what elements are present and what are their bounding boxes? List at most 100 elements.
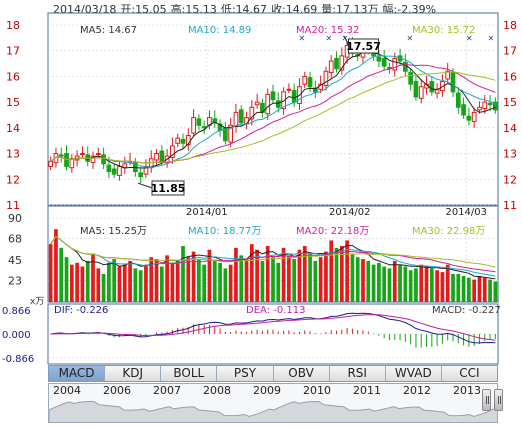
candle-body [286, 88, 292, 91]
tab-rsi[interactable]: RSI [329, 366, 386, 381]
volume-ma-legend: MA20: 22.18万 [296, 226, 369, 237]
candle-body [471, 111, 477, 122]
volume-ma-legend: MA10: 18.77万 [188, 226, 261, 237]
time-tick-label: 2014/03 [445, 207, 487, 218]
macd-tick: 0.000 [2, 330, 31, 341]
candle-body [381, 57, 387, 67]
price-tick-left: 15 [6, 96, 20, 109]
volume-bar [414, 268, 418, 302]
candle-body [323, 70, 329, 86]
candle-body [180, 138, 186, 144]
event-marker: ✕ [342, 34, 349, 43]
overview-year-label: 2011 [353, 384, 381, 397]
volume-bar [64, 257, 69, 302]
volume-unit-label: x万 [30, 297, 44, 307]
volume-bar [175, 260, 180, 302]
tab-boll[interactable]: BOLL [161, 366, 218, 381]
volume-bar [461, 275, 466, 302]
price-ma5-line [50, 50, 496, 169]
candle-body [111, 168, 117, 175]
event-marker: ✕ [325, 34, 332, 43]
candle-body [270, 91, 276, 101]
volume-bar [318, 257, 323, 302]
volume-bar [387, 268, 392, 302]
candle-body [90, 155, 96, 164]
tab-kdj[interactable]: KDJ [105, 366, 162, 381]
overview-year-label: 2010 [303, 384, 331, 397]
range-right-handle[interactable] [494, 389, 503, 411]
candle-body [291, 90, 297, 103]
volume-bar [218, 262, 222, 302]
candle-body [493, 101, 498, 111]
volume-tick: 68 [8, 233, 22, 246]
tab-obv[interactable]: OBV [273, 366, 330, 381]
volume-bar [69, 264, 74, 302]
candle-body [106, 164, 112, 173]
volume-bar [144, 264, 148, 302]
volume-bar [265, 246, 270, 302]
range-left-handle[interactable] [482, 389, 491, 411]
volume-bar [165, 255, 169, 302]
tab-wvad[interactable]: WVAD [385, 366, 442, 381]
volume-bar [403, 266, 408, 302]
candle-body [154, 153, 159, 161]
volume-bar [186, 257, 191, 302]
candle-body [254, 101, 260, 106]
overview-year-label: 2013 [453, 384, 481, 397]
volume-bar [85, 260, 90, 302]
volume-bar [297, 249, 302, 302]
volume-bar [371, 264, 376, 302]
price-tick-right: 16 [503, 70, 517, 83]
volume-bar [451, 274, 455, 302]
price-ma-legend: MA30: 15.72 [412, 25, 475, 36]
volume-bar [202, 264, 207, 302]
candle-body [228, 124, 233, 143]
volume-bar [424, 266, 429, 302]
volume-bar [234, 247, 238, 302]
volume-bar [324, 251, 328, 302]
price-tick-left: 14 [6, 122, 20, 135]
candle-body [339, 55, 345, 71]
volume-bar [467, 277, 471, 302]
price-tick-right: 18 [503, 19, 517, 32]
high-annotation-label: 17.57 [346, 40, 381, 53]
candle-body [185, 135, 191, 146]
volume-bar [54, 229, 58, 302]
volume-bar [472, 279, 477, 302]
volume-tick: 23 [8, 275, 22, 288]
volume-bar [159, 266, 164, 302]
volume-ma5-line [50, 236, 496, 280]
volume-bar [302, 246, 307, 302]
volume-bar [350, 253, 355, 302]
volume-bar [239, 255, 244, 302]
overview-year-strip: 2004 2006 2007 2008 2009 2010 2011 2012 2013 [49, 384, 497, 397]
price-ma30-line [50, 71, 496, 164]
volume-bar [59, 247, 64, 302]
volume-bar [329, 240, 334, 302]
candle-body [455, 92, 461, 108]
volume-bar [488, 279, 492, 302]
candle-body [413, 81, 419, 98]
candle-body [80, 153, 85, 156]
tab-cci[interactable]: CCI [441, 366, 497, 381]
overview-navigator[interactable]: 2004 2006 2007 2008 2009 2010 2011 2012 2013 [48, 383, 498, 423]
volume-bar [435, 270, 439, 302]
volume-bar [170, 262, 175, 302]
volume-tick: 45 [8, 254, 22, 267]
stock-chart[interactable]: 18 18 17 17 16 16 15 15 14 14 13 13 12 12 11 11 2014/01 2… [0, 0, 522, 365]
candle-body [487, 102, 493, 106]
volume-bar [493, 281, 498, 302]
volume-bar [334, 247, 339, 302]
volume-bar [281, 247, 286, 302]
tab-psy[interactable]: PSY [217, 366, 274, 381]
volume-bar [339, 246, 344, 302]
candle-body [429, 81, 435, 93]
volume-bar [355, 257, 360, 302]
event-marker: ✕ [406, 34, 413, 43]
volume-bar [271, 257, 275, 302]
macd-legend: MACD: -0.227 [432, 305, 501, 316]
time-tick-label: 2014/02 [329, 207, 371, 218]
volume-bar [477, 275, 482, 302]
candle-body [69, 158, 75, 169]
tab-macd[interactable]: MACD [49, 366, 106, 381]
